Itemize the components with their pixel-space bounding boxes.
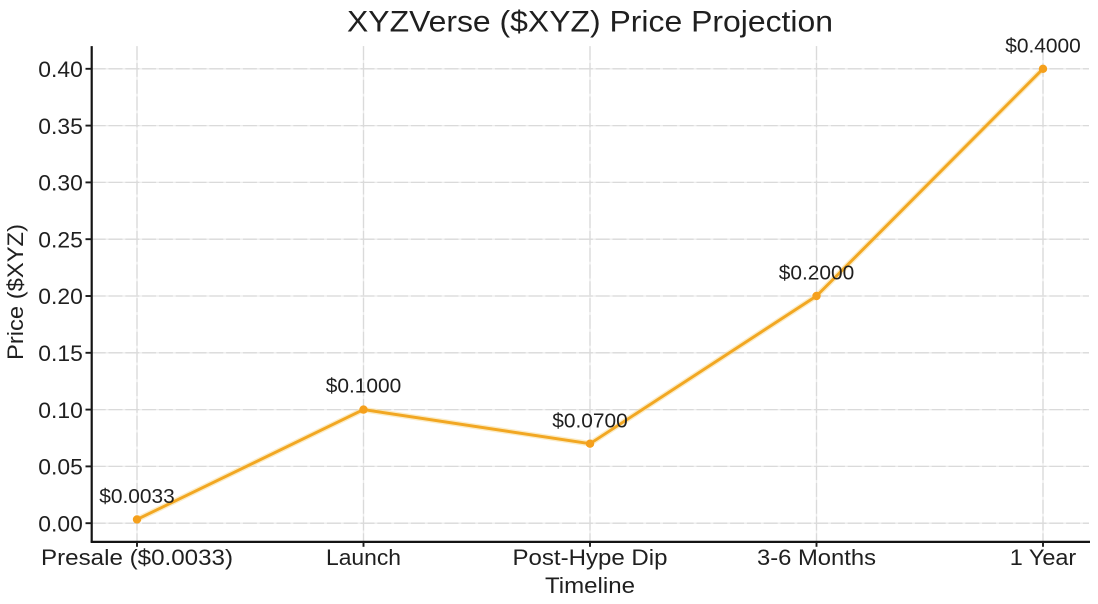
svg-text:Price ($XYZ): Price ($XYZ) — [3, 224, 28, 360]
svg-text:0.35: 0.35 — [38, 114, 83, 139]
svg-text:Launch: Launch — [326, 545, 401, 570]
svg-text:0.20: 0.20 — [38, 284, 83, 309]
svg-text:XYZVerse ($XYZ) Price Projecti: XYZVerse ($XYZ) Price Projection — [347, 5, 833, 38]
svg-text:1 Year: 1 Year — [1010, 545, 1077, 570]
svg-text:0.30: 0.30 — [38, 171, 83, 196]
svg-text:$0.0033: $0.0033 — [99, 486, 175, 508]
svg-text:$0.2000: $0.2000 — [779, 262, 855, 284]
svg-text:$0.1000: $0.1000 — [326, 375, 402, 397]
svg-text:0.15: 0.15 — [38, 341, 83, 366]
svg-text:0.25: 0.25 — [38, 227, 83, 252]
svg-text:Timeline: Timeline — [545, 573, 635, 598]
svg-text:$0.4000: $0.4000 — [1005, 35, 1081, 57]
svg-text:Presale ($0.0033): Presale ($0.0033) — [41, 545, 233, 570]
svg-text:Post-Hype Dip: Post-Hype Dip — [513, 545, 668, 570]
svg-text:0.00: 0.00 — [38, 511, 83, 536]
svg-text:3-6 Months: 3-6 Months — [757, 545, 876, 570]
svg-text:0.10: 0.10 — [38, 398, 83, 423]
svg-text:0.05: 0.05 — [38, 455, 83, 480]
svg-text:$0.0700: $0.0700 — [552, 410, 628, 432]
svg-text:0.40: 0.40 — [38, 57, 83, 82]
